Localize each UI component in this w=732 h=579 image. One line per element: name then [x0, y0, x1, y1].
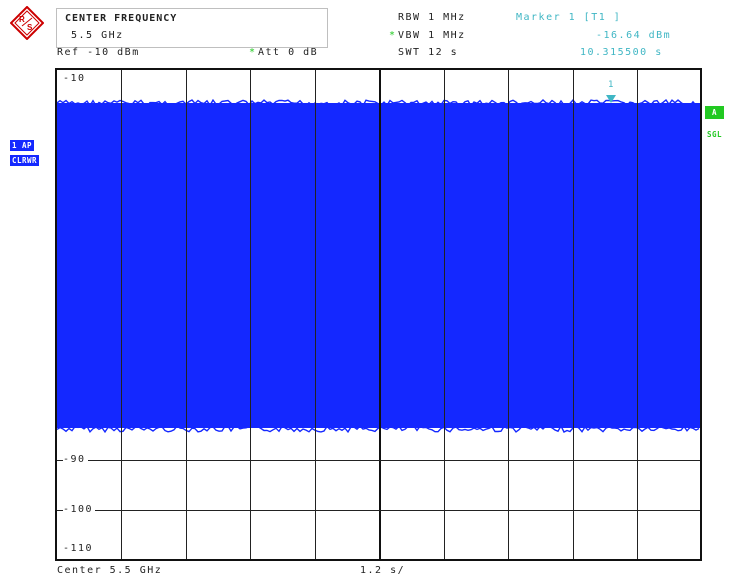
y-label-110: -110 — [63, 543, 96, 554]
grid-line-h — [57, 460, 700, 461]
marker-time: 10.315500 s — [580, 47, 663, 58]
y-label-90: -90 — [63, 454, 88, 465]
rbw-setting: RBW 1 MHz — [398, 12, 466, 23]
svg-text:S: S — [27, 23, 33, 32]
center-frequency-title: CENTER FREQUENCY — [65, 13, 178, 24]
single-sweep-indicator: SGL — [707, 130, 723, 139]
y-label-100: -100 — [63, 504, 96, 515]
grid-line-v — [315, 70, 316, 559]
reference-level: Ref -10 dBm — [57, 47, 140, 58]
grid-line-v — [444, 70, 445, 559]
rohde-schwarz-logo: R S — [10, 6, 44, 40]
marker-triangle-icon[interactable] — [606, 95, 616, 103]
trace-bottom-edge — [57, 425, 700, 433]
svg-text:R: R — [19, 15, 25, 24]
grid-line-h — [57, 510, 700, 511]
y-label-top: -10 — [63, 73, 88, 84]
center-frequency-field[interactable]: CENTER FREQUENCY 5.5 GHz — [56, 8, 328, 48]
marker-1-label: 1 — [608, 80, 614, 90]
trace-top-edge — [57, 99, 700, 107]
grid-center-line — [379, 70, 381, 559]
trace-envelope — [57, 103, 700, 428]
trace-clrwr-badge: CLRWR — [10, 155, 40, 166]
grid-line-v — [186, 70, 187, 559]
grid-line-v — [573, 70, 574, 559]
marker-title: Marker 1 [T1 ] — [516, 12, 622, 23]
att-star: * — [249, 47, 257, 58]
screen-a-badge: A — [705, 106, 724, 119]
grid-line-v — [121, 70, 122, 559]
trace-ap-badge: 1 AP — [10, 140, 35, 151]
attenuation: Att 0 dB — [258, 47, 319, 58]
grid-line-v — [250, 70, 251, 559]
center-frequency-value: 5.5 GHz — [71, 30, 124, 41]
marker-level: -16.64 dBm — [596, 30, 672, 41]
grid-line-v — [637, 70, 638, 559]
vbw-setting: VBW 1 MHz — [398, 30, 466, 41]
sweep-span: 1.2 s/ — [360, 565, 406, 576]
sweep-time: SWT 12 s — [398, 47, 459, 58]
vbw-star: * — [389, 30, 397, 41]
center-frequency-footer: Center 5.5 GHz — [57, 565, 163, 576]
spectrum-plot[interactable]: -10 -90 -100 -110 1 — [55, 68, 702, 561]
grid-line-v — [508, 70, 509, 559]
